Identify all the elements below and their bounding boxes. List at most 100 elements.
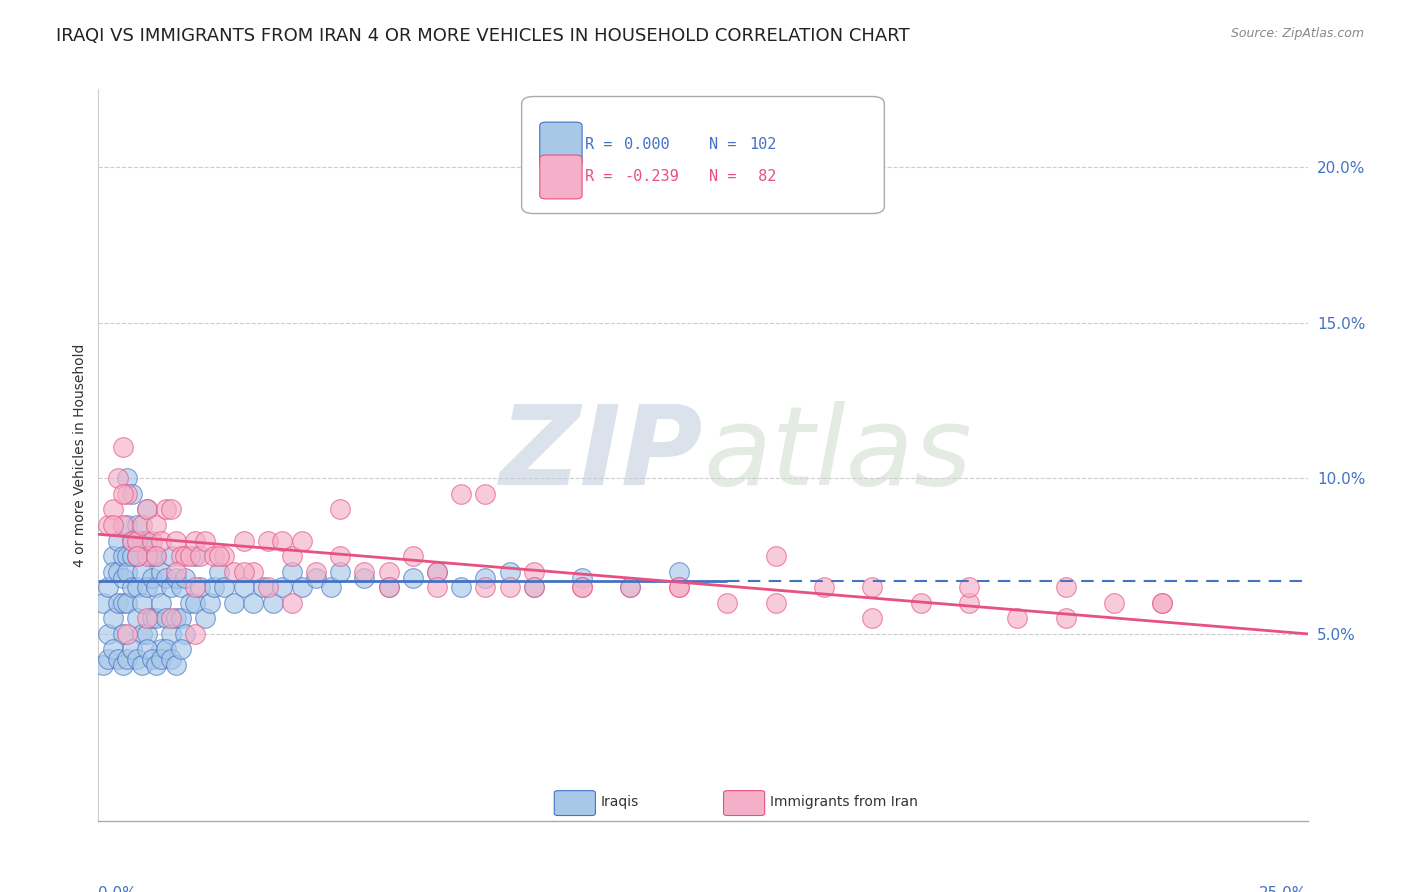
Text: 102: 102	[749, 136, 776, 152]
Text: N =: N =	[709, 169, 745, 185]
Point	[1054, 580, 1077, 594]
Text: 0.000: 0.000	[624, 136, 671, 152]
Point	[377, 565, 399, 579]
Point	[121, 642, 143, 657]
Point	[188, 549, 211, 563]
Point	[271, 580, 294, 594]
Point	[91, 658, 114, 673]
Point	[169, 611, 191, 625]
Point	[426, 565, 449, 579]
Point	[145, 518, 167, 533]
Point	[111, 549, 134, 563]
Point	[232, 580, 254, 594]
Point	[101, 502, 124, 516]
Point	[668, 580, 690, 594]
Point	[242, 596, 264, 610]
Point	[498, 565, 520, 579]
Point	[353, 565, 375, 579]
Point	[281, 565, 304, 579]
Point	[426, 580, 449, 594]
Point	[402, 571, 425, 585]
Point	[169, 642, 191, 657]
Point	[571, 580, 593, 594]
Point	[135, 611, 157, 625]
Text: R =: R =	[585, 136, 621, 152]
Point	[290, 533, 312, 548]
Point	[281, 596, 304, 610]
Point	[121, 549, 143, 563]
Text: -0.239: -0.239	[624, 169, 679, 185]
Point	[127, 549, 149, 563]
Point	[117, 627, 139, 641]
Point	[198, 596, 221, 610]
Point	[97, 627, 120, 641]
Point	[141, 611, 163, 625]
Point	[165, 611, 187, 625]
Y-axis label: 4 or more Vehicles in Household: 4 or more Vehicles in Household	[73, 343, 87, 566]
Point	[101, 565, 124, 579]
Point	[329, 565, 352, 579]
Point	[860, 580, 883, 594]
Point	[169, 549, 191, 563]
Point	[426, 565, 449, 579]
Point	[668, 580, 690, 594]
Point	[135, 533, 157, 548]
Point	[319, 580, 342, 594]
Point	[131, 518, 153, 533]
Point	[131, 658, 153, 673]
Point	[107, 565, 129, 579]
Point	[131, 596, 153, 610]
Point	[135, 502, 157, 516]
Point	[121, 580, 143, 594]
Point	[194, 533, 217, 548]
Point	[619, 580, 641, 594]
Text: IRAQI VS IMMIGRANTS FROM IRAN 4 OR MORE VEHICLES IN HOUSEHOLD CORRELATION CHART: IRAQI VS IMMIGRANTS FROM IRAN 4 OR MORE …	[56, 27, 910, 45]
Point	[117, 596, 139, 610]
Point	[131, 533, 153, 548]
Point	[101, 518, 124, 533]
Point	[165, 571, 187, 585]
Point	[160, 627, 183, 641]
Point	[160, 652, 183, 666]
Point	[957, 580, 980, 594]
Point	[212, 580, 235, 594]
Point	[101, 642, 124, 657]
FancyBboxPatch shape	[540, 155, 582, 199]
Point	[450, 487, 472, 501]
Point	[222, 596, 245, 610]
Point	[155, 571, 177, 585]
Point	[141, 549, 163, 563]
Point	[204, 580, 226, 594]
Text: Source: ZipAtlas.com: Source: ZipAtlas.com	[1230, 27, 1364, 40]
Point	[169, 580, 191, 594]
Point	[97, 518, 120, 533]
Point	[232, 565, 254, 579]
Point	[121, 487, 143, 501]
Point	[117, 565, 139, 579]
Point	[165, 658, 187, 673]
Point	[1007, 611, 1029, 625]
Point	[135, 627, 157, 641]
Point	[135, 502, 157, 516]
Point	[179, 596, 201, 610]
Point	[281, 549, 304, 563]
Point	[117, 652, 139, 666]
Text: Immigrants from Iran: Immigrants from Iran	[769, 796, 917, 809]
Point	[474, 571, 496, 585]
Point	[222, 565, 245, 579]
Point	[765, 596, 787, 610]
Text: R =: R =	[585, 169, 621, 185]
Point	[165, 533, 187, 548]
Point	[135, 580, 157, 594]
Point	[813, 580, 835, 594]
Point	[127, 518, 149, 533]
Point	[1102, 596, 1125, 610]
Point	[117, 471, 139, 485]
Point	[111, 627, 134, 641]
Point	[571, 571, 593, 585]
Point	[957, 596, 980, 610]
Point	[523, 580, 546, 594]
Point	[474, 580, 496, 594]
Point	[305, 565, 328, 579]
Point	[145, 549, 167, 563]
